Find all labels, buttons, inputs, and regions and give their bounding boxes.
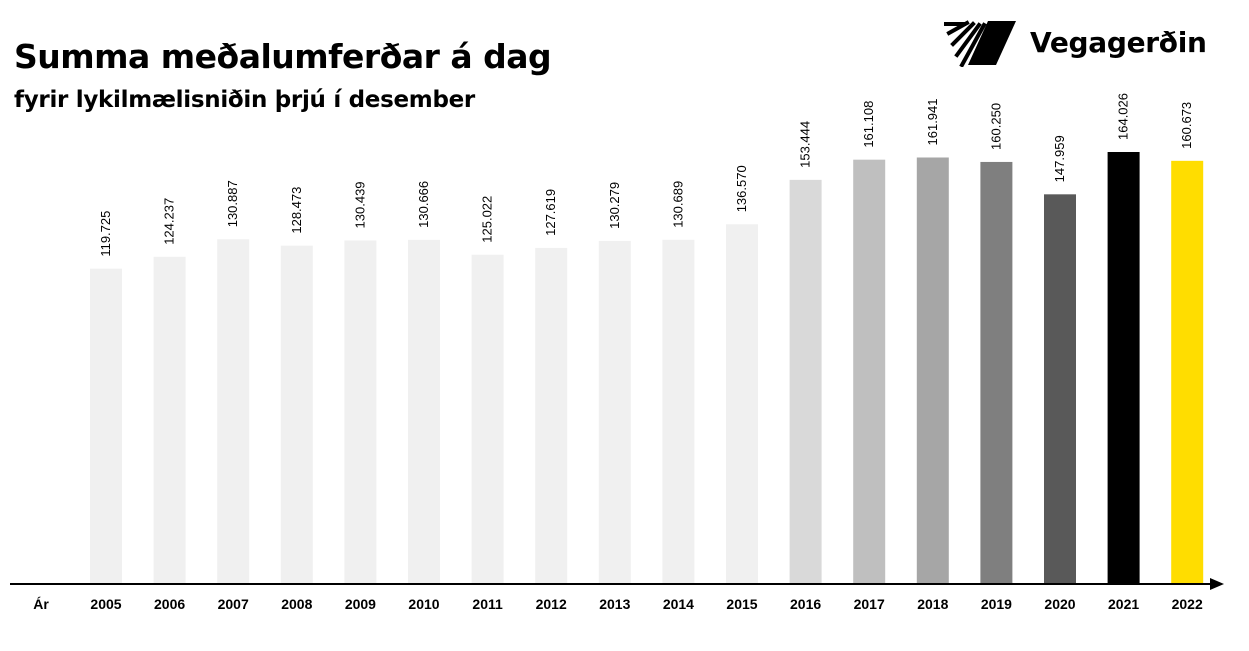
bar-2008 xyxy=(280,245,313,584)
bar-2010 xyxy=(408,239,440,584)
bar-2012 xyxy=(535,247,568,584)
x-tick-2022: 2022 xyxy=(1172,596,1203,612)
bar-2006 xyxy=(153,256,186,584)
bar-2013 xyxy=(598,240,631,585)
data-label-2017: 161.108 xyxy=(861,101,876,148)
data-label-2021: 164.026 xyxy=(1116,93,1131,140)
data-label-2013: 130.279 xyxy=(607,182,622,229)
x-tick-2011: 2011 xyxy=(472,596,503,612)
bar-2019 xyxy=(980,161,1013,585)
bar-2021 xyxy=(1107,152,1140,584)
vegagerdin-logo-icon xyxy=(944,20,1016,67)
chart-subtitle: fyrir lykilmælisniðin þrjú í desember xyxy=(14,87,475,113)
x-axis-label: Ár xyxy=(33,596,49,612)
x-tick-2012: 2012 xyxy=(536,596,567,612)
data-label-2016: 153.444 xyxy=(798,121,813,168)
data-label-2006: 124.237 xyxy=(162,198,177,245)
x-tick-2014: 2014 xyxy=(663,596,694,612)
x-tick-2006: 2006 xyxy=(154,596,185,612)
bar-2005 xyxy=(90,268,122,584)
bar-2016 xyxy=(789,179,822,584)
bar-2022 xyxy=(1171,160,1204,585)
x-tick-2013: 2013 xyxy=(599,596,630,612)
data-label-2011: 125.022 xyxy=(480,196,495,243)
data-label-2010: 130.666 xyxy=(416,181,431,228)
bar-2015 xyxy=(726,224,758,585)
bar-2017 xyxy=(853,159,886,584)
x-axis-arrow-icon xyxy=(1210,578,1224,590)
chart-title: Summa meðalumferðar á dag xyxy=(14,37,552,76)
data-label-2009: 130.439 xyxy=(352,181,367,228)
x-tick-2019: 2019 xyxy=(981,596,1012,612)
x-tick-2007: 2007 xyxy=(218,596,249,612)
x-tick-2021: 2021 xyxy=(1108,596,1139,612)
x-tick-2010: 2010 xyxy=(408,596,439,612)
brand-logo: Vegagerðin xyxy=(944,18,1207,68)
brand-name: Vegagerðin xyxy=(1030,26,1207,59)
bar-2020 xyxy=(1044,194,1076,585)
data-label-2022: 160.673 xyxy=(1179,102,1194,149)
bar-2009 xyxy=(344,240,377,584)
bar-2011 xyxy=(471,254,504,584)
data-label-2007: 130.887 xyxy=(225,180,240,227)
bar-2007 xyxy=(217,239,250,584)
x-tick-2016: 2016 xyxy=(790,596,821,612)
data-label-2008: 128.473 xyxy=(289,187,304,234)
x-tick-2020: 2020 xyxy=(1044,596,1075,612)
data-label-2012: 127.619 xyxy=(543,189,558,236)
x-tick-2018: 2018 xyxy=(917,596,948,612)
x-tick-2015: 2015 xyxy=(726,596,757,612)
data-label-2014: 130.689 xyxy=(670,181,685,228)
x-tick-2005: 2005 xyxy=(90,596,121,612)
x-tick-2017: 2017 xyxy=(854,596,885,612)
data-label-2015: 136.570 xyxy=(734,165,749,212)
data-label-2018: 161.941 xyxy=(925,98,940,145)
data-label-2020: 147.959 xyxy=(1052,135,1067,182)
data-label-2019: 160.250 xyxy=(988,103,1003,150)
x-tick-2008: 2008 xyxy=(281,596,312,612)
bar-2018 xyxy=(916,157,949,584)
bar-2014 xyxy=(662,239,695,585)
data-label-2005: 119.725 xyxy=(98,211,113,257)
x-tick-2009: 2009 xyxy=(345,596,376,612)
